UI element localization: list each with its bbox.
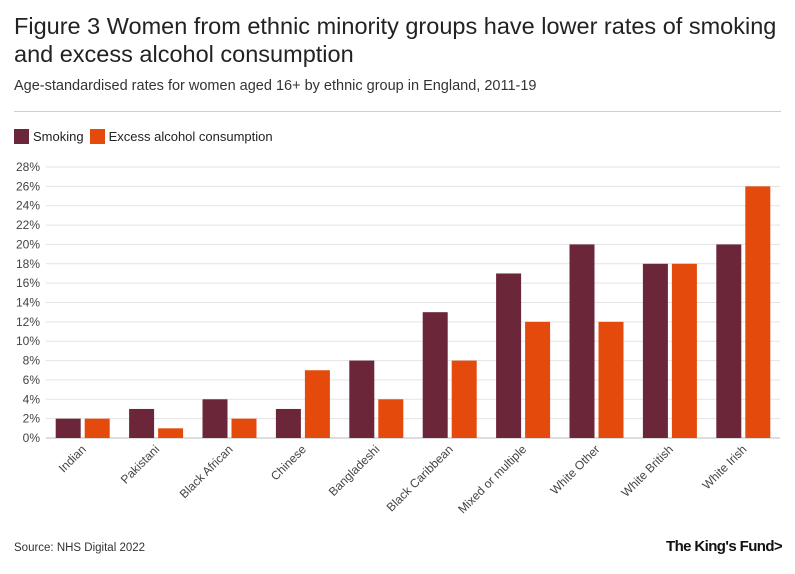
bar-alcohol-mixed-or-multiple	[525, 321, 551, 438]
bar-alcohol-white-irish	[745, 186, 771, 438]
y-tick-label-4: 4%	[23, 392, 41, 406]
y-tick-label-10: 10%	[16, 334, 40, 348]
bar-alcohol-bangladeshi	[378, 399, 404, 438]
chart-title: Figure 3 Women from ethnic minority grou…	[14, 13, 777, 67]
legend-swatch-smoking	[14, 129, 29, 144]
y-tick-label-24: 24%	[16, 199, 40, 213]
y-tick-label-26: 26%	[16, 179, 40, 193]
header-divider	[14, 111, 781, 112]
bar-smoking-black-african	[202, 399, 228, 438]
bar-alcohol-chinese	[304, 370, 330, 438]
x-tick-label-black-caribbean: Black Caribbean	[384, 442, 456, 514]
x-tick-label-pakistani: Pakistani	[118, 442, 162, 486]
y-tick-label-6: 6%	[23, 373, 41, 387]
legend-label-alcohol: Excess alcohol consumption	[108, 129, 273, 144]
x-tick-label-white-british: White British	[618, 442, 676, 500]
y-tick-label-18: 18%	[16, 257, 40, 271]
y-tick-label-12: 12%	[16, 315, 40, 329]
bar-alcohol-black-african	[231, 418, 257, 438]
source-note: Source: NHS Digital 2022	[14, 542, 146, 554]
bar-alcohol-black-caribbean	[451, 360, 477, 438]
y-tick-label-16: 16%	[16, 276, 40, 290]
bar-smoking-indian	[55, 418, 81, 438]
kings-fund-logo: The King's Fund>	[666, 538, 783, 555]
x-tick-label-chinese: Chinese	[268, 442, 309, 483]
x-tick-label-black-african: Black African	[177, 442, 236, 501]
legend-swatch-alcohol	[89, 129, 105, 144]
legend-item-smoking: Smoking	[14, 129, 84, 144]
bar-smoking-chinese	[275, 408, 301, 438]
x-tick-label-bangladeshi: Bangladeshi	[326, 442, 383, 499]
bar-alcohol-white-other	[598, 321, 624, 438]
bar-alcohol-indian	[84, 418, 110, 438]
y-tick-label-20: 20%	[16, 237, 40, 251]
bar-smoking-mixed-or-multiple	[496, 273, 522, 438]
chart-subtitle: Age-standardised rates for women aged 16…	[14, 78, 537, 94]
bar-alcohol-pakistani	[158, 428, 184, 438]
bar-smoking-white-british	[642, 263, 668, 438]
y-tick-label-2: 2%	[23, 412, 41, 426]
y-tick-label-28: 28%	[16, 160, 40, 174]
legend-label-smoking: Smoking	[33, 129, 84, 144]
y-tick-label-8: 8%	[23, 354, 41, 368]
x-tick-label-indian: Indian	[56, 442, 89, 475]
y-tick-label-14: 14%	[16, 296, 40, 310]
bar-smoking-bangladeshi	[349, 360, 375, 438]
x-tick-label-mixed-or-multiple: Mixed or multiple	[455, 442, 529, 516]
bar-smoking-white-irish	[716, 244, 742, 438]
bar-smoking-white-other	[569, 244, 595, 438]
bar-smoking-black-caribbean	[422, 312, 448, 438]
x-tick-label-white-irish: White Irish	[699, 442, 749, 492]
bar-smoking-pakistani	[129, 408, 155, 438]
legend: Smoking Excess alcohol consumption	[14, 129, 279, 144]
x-tick-label-white-other: White Other	[547, 442, 602, 497]
y-tick-label-0: 0%	[23, 431, 41, 445]
y-tick-label-22: 22%	[16, 218, 40, 232]
legend-item-alcohol: Excess alcohol consumption	[89, 129, 273, 144]
bar-alcohol-white-british	[671, 263, 697, 438]
